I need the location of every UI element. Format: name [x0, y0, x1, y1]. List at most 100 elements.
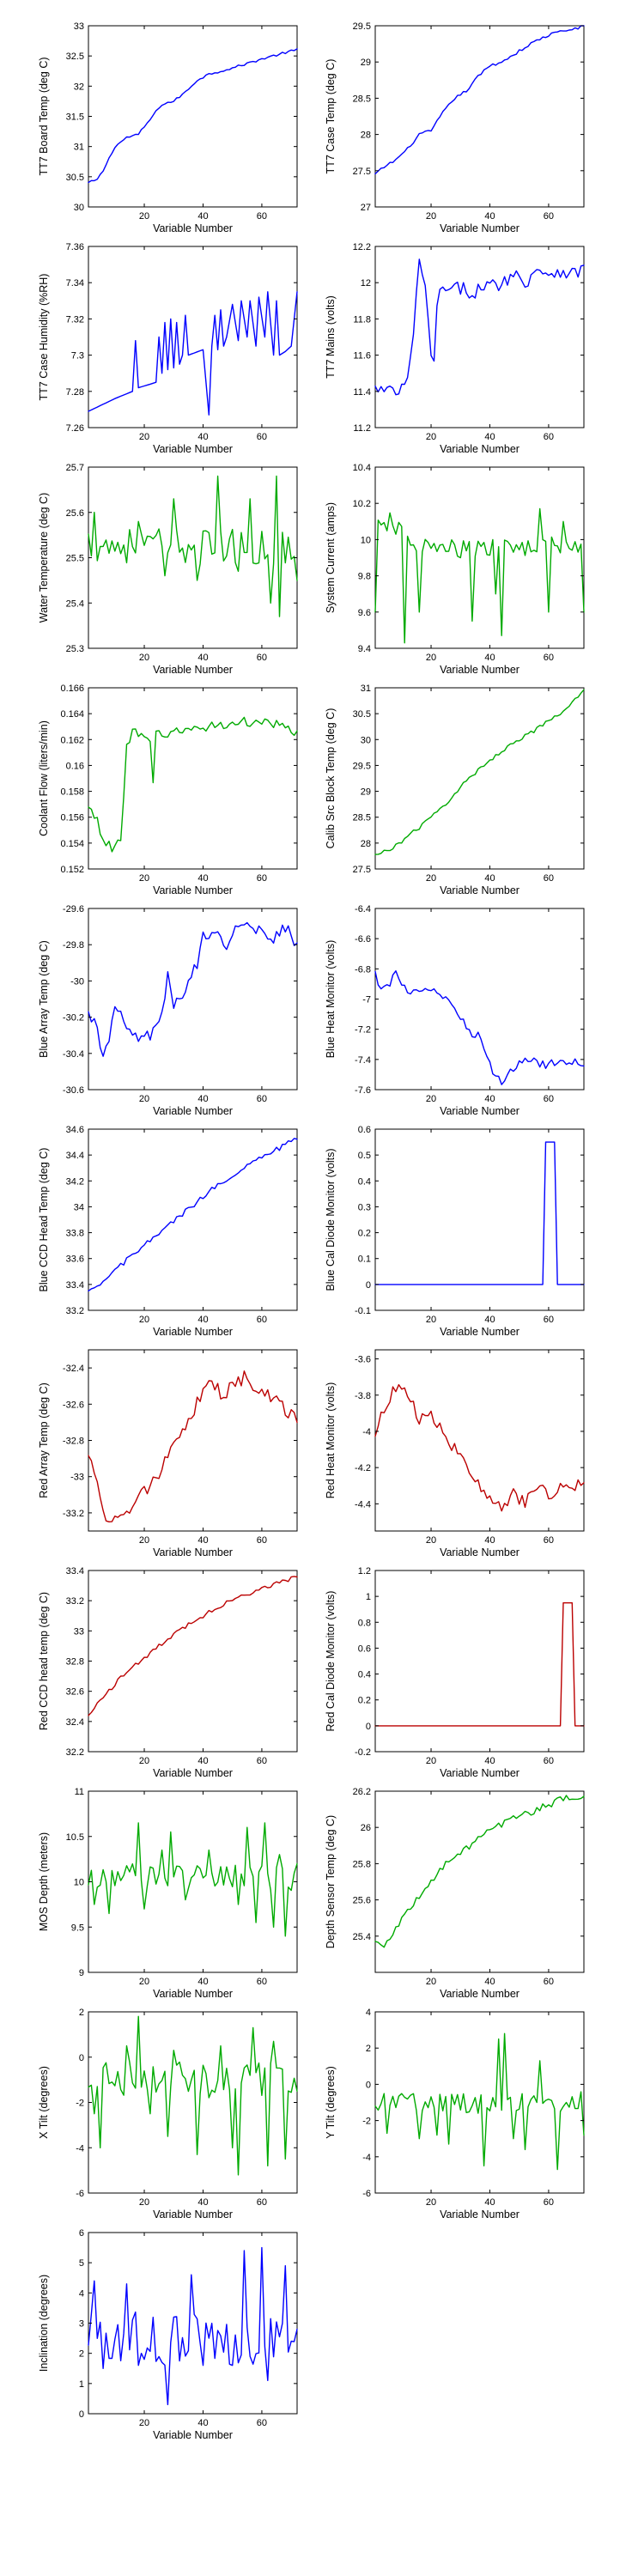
y-tick-label: 0.154 — [60, 839, 84, 849]
y-axis-label: Water Temperature (deg C) — [38, 493, 50, 623]
y-tick-label: 4 — [366, 2008, 371, 2018]
y-tick-label: 32.5 — [66, 52, 84, 62]
series-line — [374, 1795, 585, 1948]
y-tick-label: 34.2 — [66, 1176, 84, 1187]
y-tick-label: 7.26 — [66, 423, 84, 434]
y-tick-label: 12 — [361, 278, 371, 289]
y-tick-label: -33 — [70, 1473, 84, 1483]
subplot: 20 40 60 -0.1 0 0.1 0.2 0.3 0.4 0.5 0.6 Variable Nu… — [325, 1125, 585, 1338]
x-tick-label: 40 — [484, 1315, 495, 1325]
x-tick-label: 20 — [139, 1535, 149, 1546]
x-tick-label: 40 — [484, 432, 495, 442]
x-tick-label: 40 — [484, 2197, 495, 2208]
y-tick-label: 0.16 — [66, 761, 84, 771]
y-tick-label: 29 — [361, 787, 371, 798]
y-tick-label: 0.5 — [358, 1151, 371, 1161]
axes-box — [374, 687, 585, 870]
y-tick-label: 7.28 — [66, 387, 84, 398]
y-tick-label: 30 — [74, 203, 84, 213]
series-line — [374, 25, 585, 175]
x-tick-label: 20 — [426, 1535, 436, 1546]
y-tick-label: 25.7 — [66, 463, 84, 473]
y-tick-label: 28 — [361, 131, 371, 141]
y-tick-label: 31.5 — [66, 112, 84, 123]
y-axis-label: TT7 Case Humidity (%RH) — [38, 274, 50, 401]
x-tick-label: 20 — [426, 1756, 436, 1766]
subplot: 20 40 60 0.152 0.154 0.156 0.158 0.16 0.162 0.164… — [38, 683, 298, 896]
y-tick-label: 0.164 — [60, 709, 84, 720]
y-tick-label: 0.4 — [358, 1176, 371, 1187]
y-axis-label: Red Heat Monitor (volts) — [325, 1382, 337, 1498]
y-tick-label: -32.8 — [63, 1437, 84, 1447]
y-axis-label: Blue Cal Diode Monitor (volts) — [325, 1148, 337, 1291]
axes-box — [374, 1128, 585, 1311]
x-axis-label: Variable Number — [153, 2429, 233, 2441]
x-tick-label: 20 — [426, 1094, 436, 1104]
y-tick-label: -4.4 — [355, 1499, 371, 1510]
y-tick-label: -6.4 — [355, 904, 371, 914]
x-tick-label: 20 — [139, 873, 149, 884]
y-tick-label: 29.5 — [353, 21, 371, 32]
y-tick-label: 7.32 — [66, 314, 84, 325]
x-tick-label: 60 — [544, 1756, 554, 1766]
y-tick-label: 32.2 — [66, 1747, 84, 1758]
series-line — [374, 1601, 585, 1727]
y-tick-label: 9.5 — [71, 1923, 84, 1933]
y-tick-label: -32.4 — [63, 1364, 84, 1374]
y-tick-label: 28.5 — [353, 813, 371, 823]
subplot: 20 40 60 32.2 32.4 32.6 32.8 33 33.2 33.4 Variable… — [38, 1566, 298, 1779]
y-tick-label: -3.6 — [355, 1355, 371, 1365]
y-tick-label: 0 — [79, 2409, 84, 2420]
x-axis-label: Variable Number — [440, 1326, 519, 1338]
x-axis-label: Variable Number — [440, 2208, 519, 2221]
x-axis-label: Variable Number — [440, 1767, 519, 1779]
x-tick-label: 40 — [197, 2197, 208, 2208]
y-axis-label: Inclination (degrees) — [38, 2275, 50, 2372]
y-tick-label: 0.162 — [60, 735, 84, 745]
y-axis-label: Blue CCD Head Temp (deg C) — [38, 1148, 50, 1292]
y-tick-label: 0.2 — [358, 1229, 371, 1239]
x-axis-label: Variable Number — [153, 1326, 233, 1338]
x-tick-label: 40 — [484, 211, 495, 222]
y-tick-label: 10.2 — [353, 499, 371, 509]
y-tick-label: 7.36 — [66, 242, 84, 252]
y-tick-label: 0 — [366, 2080, 371, 2090]
y-tick-label: 25.4 — [66, 598, 84, 609]
axes-box — [88, 1570, 298, 1753]
y-tick-label: 0.166 — [60, 683, 84, 694]
y-tick-label: 32.4 — [66, 1717, 84, 1728]
y-tick-label: -0.1 — [355, 1306, 371, 1316]
y-tick-label: 33.8 — [66, 1229, 84, 1239]
series-line — [88, 716, 298, 853]
y-tick-label: 34.4 — [66, 1151, 84, 1161]
y-tick-label: 11.6 — [353, 351, 371, 361]
x-tick-label: 60 — [257, 653, 267, 663]
subplot: 20 40 60 30 30.5 31 31.5 32 32.5 33 Variable Numbe… — [38, 21, 298, 234]
y-tick-label: 33.6 — [66, 1255, 84, 1265]
x-tick-label: 20 — [426, 2197, 436, 2208]
axes-box — [374, 1349, 585, 1532]
y-tick-label: 29.5 — [353, 761, 371, 771]
y-tick-label: -2 — [362, 2117, 371, 2127]
y-tick-label: 33.4 — [66, 1280, 84, 1291]
y-tick-label: -6 — [362, 2189, 371, 2199]
y-tick-label: 33.2 — [66, 1596, 84, 1607]
x-tick-label: 20 — [426, 1315, 436, 1325]
y-tick-label: 11 — [75, 1787, 84, 1797]
y-tick-label: 11.8 — [353, 314, 371, 325]
x-axis-label: Variable Number — [440, 884, 519, 896]
x-axis-label: Variable Number — [153, 1546, 233, 1558]
y-tick-label: -30.2 — [63, 1013, 84, 1024]
x-tick-label: 20 — [426, 653, 436, 663]
x-tick-label: 20 — [426, 873, 436, 884]
x-tick-label: 40 — [484, 1977, 495, 1987]
x-tick-label: 60 — [544, 1094, 554, 1104]
y-tick-label: 31 — [74, 143, 84, 153]
x-axis-label: Variable Number — [153, 1767, 233, 1779]
y-tick-label: -7.4 — [355, 1055, 371, 1066]
y-tick-label: 34.6 — [66, 1125, 84, 1135]
x-tick-label: 60 — [257, 1977, 267, 1987]
y-tick-label: 0.4 — [358, 1670, 371, 1680]
x-tick-label: 40 — [484, 1094, 495, 1104]
